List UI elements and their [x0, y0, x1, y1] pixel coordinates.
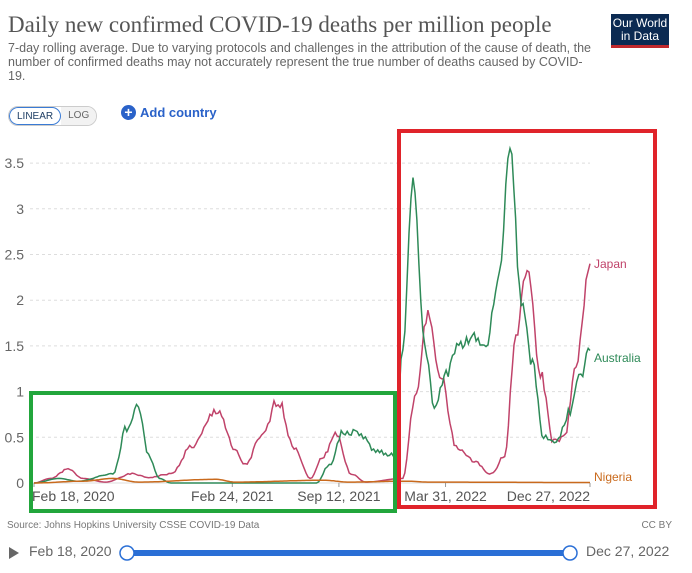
series-label-japan: Japan: [594, 257, 627, 271]
series-line-japan: [33, 263, 591, 484]
chart-subtitle: 7-day rolling average. Due to varying pr…: [8, 41, 592, 83]
scale-toggle: LINEAR LOG: [8, 106, 98, 126]
series-label-australia: Australia: [594, 351, 641, 365]
x-tick-label: Mar 31, 2022: [404, 488, 487, 504]
y-tick-label: 2.5: [5, 247, 25, 263]
series-label-nigeria: Nigeria: [594, 470, 632, 484]
owid-logo[interactable]: Our World in Data: [611, 14, 669, 48]
timeline-start-label: Feb 18, 2020: [29, 543, 112, 559]
x-tick-label: Sep 12, 2021: [297, 488, 381, 504]
y-tick-label: 3: [16, 201, 24, 217]
highlight-box-green: [29, 391, 397, 513]
y-tick-label: 3.5: [5, 155, 25, 171]
timeline-end-label: Dec 27, 2022: [586, 543, 670, 559]
log-button[interactable]: LOG: [61, 107, 97, 125]
source-note: Source: Johns Hopkins University CSSE CO…: [7, 520, 260, 531]
highlight-box-red: [397, 129, 657, 509]
series-line-nigeria: [34, 477, 591, 484]
y-tick-label: 0.5: [5, 429, 25, 445]
chart-title: Daily new confirmed COVID-19 deaths per …: [8, 12, 552, 37]
play-icon[interactable]: [9, 547, 19, 559]
license-link[interactable]: CC BY: [641, 520, 672, 531]
y-tick-label: 1.5: [5, 338, 25, 354]
linear-button[interactable]: LINEAR: [9, 107, 62, 125]
add-country-button[interactable]: + Add country: [121, 105, 217, 120]
series-line-australia: [33, 145, 591, 484]
y-tick-label: 1: [16, 384, 24, 400]
y-tick-label: 2: [16, 292, 24, 308]
x-tick-label: Feb 24, 2021: [191, 488, 274, 504]
plus-icon: +: [121, 105, 136, 120]
y-tick-label: 0: [16, 475, 24, 491]
x-tick-label: Feb 18, 2020: [32, 488, 115, 504]
x-tick-label: Dec 27, 2022: [507, 488, 590, 504]
